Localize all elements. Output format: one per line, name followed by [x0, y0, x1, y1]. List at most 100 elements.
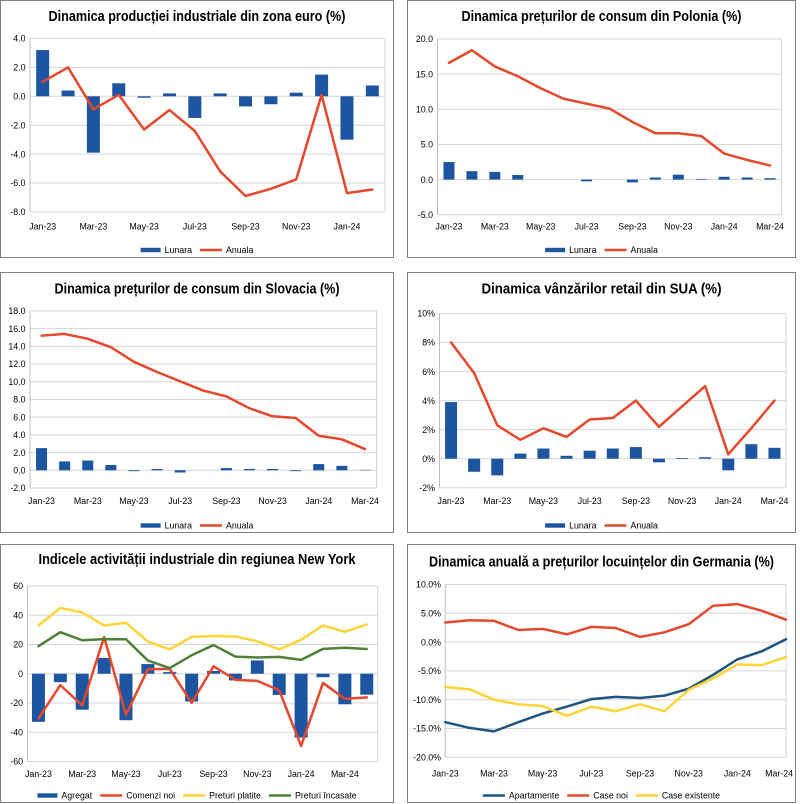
svg-text:Jul-23: Jul-23 — [183, 222, 207, 232]
svg-text:Apartamente: Apartamente — [509, 791, 559, 801]
svg-text:Jul-23: Jul-23 — [168, 496, 192, 506]
svg-text:5.0: 5.0 — [421, 140, 433, 150]
svg-text:Jan-24: Jan-24 — [288, 769, 315, 779]
svg-text:10%: 10% — [417, 309, 435, 319]
svg-text:Dinamica producției industrial: Dinamica producției industriale din zona… — [49, 8, 346, 25]
svg-text:4.0: 4.0 — [13, 34, 25, 44]
svg-text:Agregat: Agregat — [61, 791, 92, 801]
svg-text:20: 20 — [13, 640, 23, 650]
svg-text:0.0: 0.0 — [13, 92, 25, 102]
svg-text:18.0: 18.0 — [8, 306, 25, 316]
svg-text:Sep-23: Sep-23 — [199, 769, 227, 779]
svg-text:Anuala: Anuala — [226, 521, 253, 531]
svg-text:-20: -20 — [10, 698, 23, 708]
svg-text:Sep-23: Sep-23 — [626, 769, 654, 779]
svg-text:Jul-23: Jul-23 — [158, 769, 182, 779]
svg-text:Dinamica vânzărilor retail din: Dinamica vânzărilor retail din SUA (%) — [482, 281, 722, 298]
svg-text:10.0: 10.0 — [416, 105, 433, 115]
svg-text:Jan-24: Jan-24 — [724, 769, 751, 779]
svg-text:-2.0: -2.0 — [10, 120, 25, 130]
svg-text:-10.0%: -10.0% — [413, 695, 441, 705]
svg-text:16.0: 16.0 — [8, 324, 25, 334]
svg-text:10.0%: 10.0% — [416, 580, 441, 590]
svg-text:Jan-24: Jan-24 — [715, 496, 742, 506]
svg-text:-4.0: -4.0 — [10, 149, 25, 159]
svg-text:May-23: May-23 — [129, 222, 158, 232]
svg-text:2.0: 2.0 — [13, 448, 25, 458]
svg-text:6%: 6% — [422, 367, 435, 377]
svg-text:Mar-23: Mar-23 — [480, 769, 508, 779]
svg-text:Mar-24: Mar-24 — [331, 769, 359, 779]
svg-text:-5.0: -5.0 — [418, 210, 433, 220]
svg-text:2%: 2% — [422, 425, 435, 435]
svg-text:0%: 0% — [422, 454, 435, 464]
svg-text:6.0: 6.0 — [13, 412, 25, 422]
svg-text:10.0: 10.0 — [8, 377, 25, 387]
svg-text:Sep-23: Sep-23 — [618, 222, 646, 232]
svg-text:Mar-24: Mar-24 — [351, 496, 379, 506]
svg-text:Case existente: Case existente — [662, 791, 720, 801]
svg-text:Jan-23: Jan-23 — [29, 222, 56, 232]
svg-text:2.0: 2.0 — [13, 63, 25, 73]
svg-text:0.0: 0.0 — [421, 175, 433, 185]
svg-text:Preturi platite: Preturi platite — [209, 791, 261, 801]
svg-text:Jan-23: Jan-23 — [25, 769, 52, 779]
svg-text:Jul-23: Jul-23 — [579, 769, 603, 779]
svg-text:Anuala: Anuala — [226, 245, 253, 255]
svg-text:May-23: May-23 — [526, 222, 555, 232]
svg-text:Mar-23: Mar-23 — [74, 496, 102, 506]
svg-text:Lunara: Lunara — [165, 521, 192, 531]
svg-text:4.0: 4.0 — [13, 430, 25, 440]
svg-text:Jul-23: Jul-23 — [575, 222, 599, 232]
svg-text:Jan-23: Jan-23 — [438, 496, 465, 506]
svg-text:40: 40 — [13, 610, 23, 620]
svg-text:Preturi încasate: Preturi încasate — [295, 791, 357, 801]
svg-text:-60: -60 — [10, 757, 23, 767]
svg-text:-20.0%: -20.0% — [413, 753, 441, 763]
svg-text:15.0: 15.0 — [416, 69, 433, 79]
svg-text:Jul-23: Jul-23 — [578, 496, 602, 506]
svg-text:Sep-23: Sep-23 — [212, 496, 240, 506]
svg-text:Mar-23: Mar-23 — [79, 222, 107, 232]
svg-text:4%: 4% — [422, 396, 435, 406]
svg-text:Lunara: Lunara — [569, 521, 596, 531]
svg-text:Jan-23: Jan-23 — [436, 222, 463, 232]
svg-text:8%: 8% — [422, 338, 435, 348]
svg-text:Nov-23: Nov-23 — [282, 222, 310, 232]
svg-text:0: 0 — [18, 669, 23, 679]
svg-text:-15.0%: -15.0% — [413, 724, 441, 734]
svg-text:Dinamica anuală a prețurilor l: Dinamica anuală a prețurilor locuințelor… — [429, 554, 774, 571]
svg-text:Mar-23: Mar-23 — [68, 769, 96, 779]
svg-text:20.0: 20.0 — [416, 34, 433, 44]
svg-text:Mar-24: Mar-24 — [761, 496, 789, 506]
svg-text:-2.0: -2.0 — [10, 483, 25, 493]
svg-text:Jan-24: Jan-24 — [305, 496, 332, 506]
svg-text:Anuala: Anuala — [631, 521, 658, 531]
svg-text:-5.0%: -5.0% — [418, 666, 441, 676]
svg-text:Dinamica prețurilor de consum: Dinamica prețurilor de consum din Poloni… — [462, 8, 742, 25]
svg-text:Mar-24: Mar-24 — [756, 222, 784, 232]
svg-text:-6.0: -6.0 — [10, 178, 25, 188]
svg-text:Nov-23: Nov-23 — [668, 496, 696, 506]
svg-text:0.0: 0.0 — [13, 466, 25, 476]
svg-text:Nov-23: Nov-23 — [664, 222, 692, 232]
svg-text:Indicele activității industria: Indicele activității industriale din reg… — [39, 551, 357, 568]
svg-text:0.0%: 0.0% — [421, 637, 441, 647]
svg-text:Jan-23: Jan-23 — [28, 496, 55, 506]
svg-text:Case noi: Case noi — [593, 791, 628, 801]
svg-text:Comenzi noi: Comenzi noi — [126, 791, 175, 801]
svg-text:May-23: May-23 — [529, 496, 558, 506]
svg-text:Nov-23: Nov-23 — [675, 769, 703, 779]
svg-text:Lunara: Lunara — [569, 245, 596, 255]
svg-text:Dinamica prețurilor de consum: Dinamica prețurilor de consum din Slovac… — [55, 281, 340, 298]
svg-text:Mar-23: Mar-23 — [483, 496, 511, 506]
svg-text:-8.0: -8.0 — [10, 207, 25, 217]
svg-text:Sep-23: Sep-23 — [231, 222, 259, 232]
svg-text:-40: -40 — [10, 727, 23, 737]
svg-text:May-23: May-23 — [119, 496, 148, 506]
svg-text:May-23: May-23 — [528, 769, 557, 779]
svg-text:Sep-23: Sep-23 — [622, 496, 650, 506]
svg-text:Nov-23: Nov-23 — [243, 769, 271, 779]
svg-text:60: 60 — [13, 581, 23, 591]
svg-text:Mar-23: Mar-23 — [481, 222, 509, 232]
